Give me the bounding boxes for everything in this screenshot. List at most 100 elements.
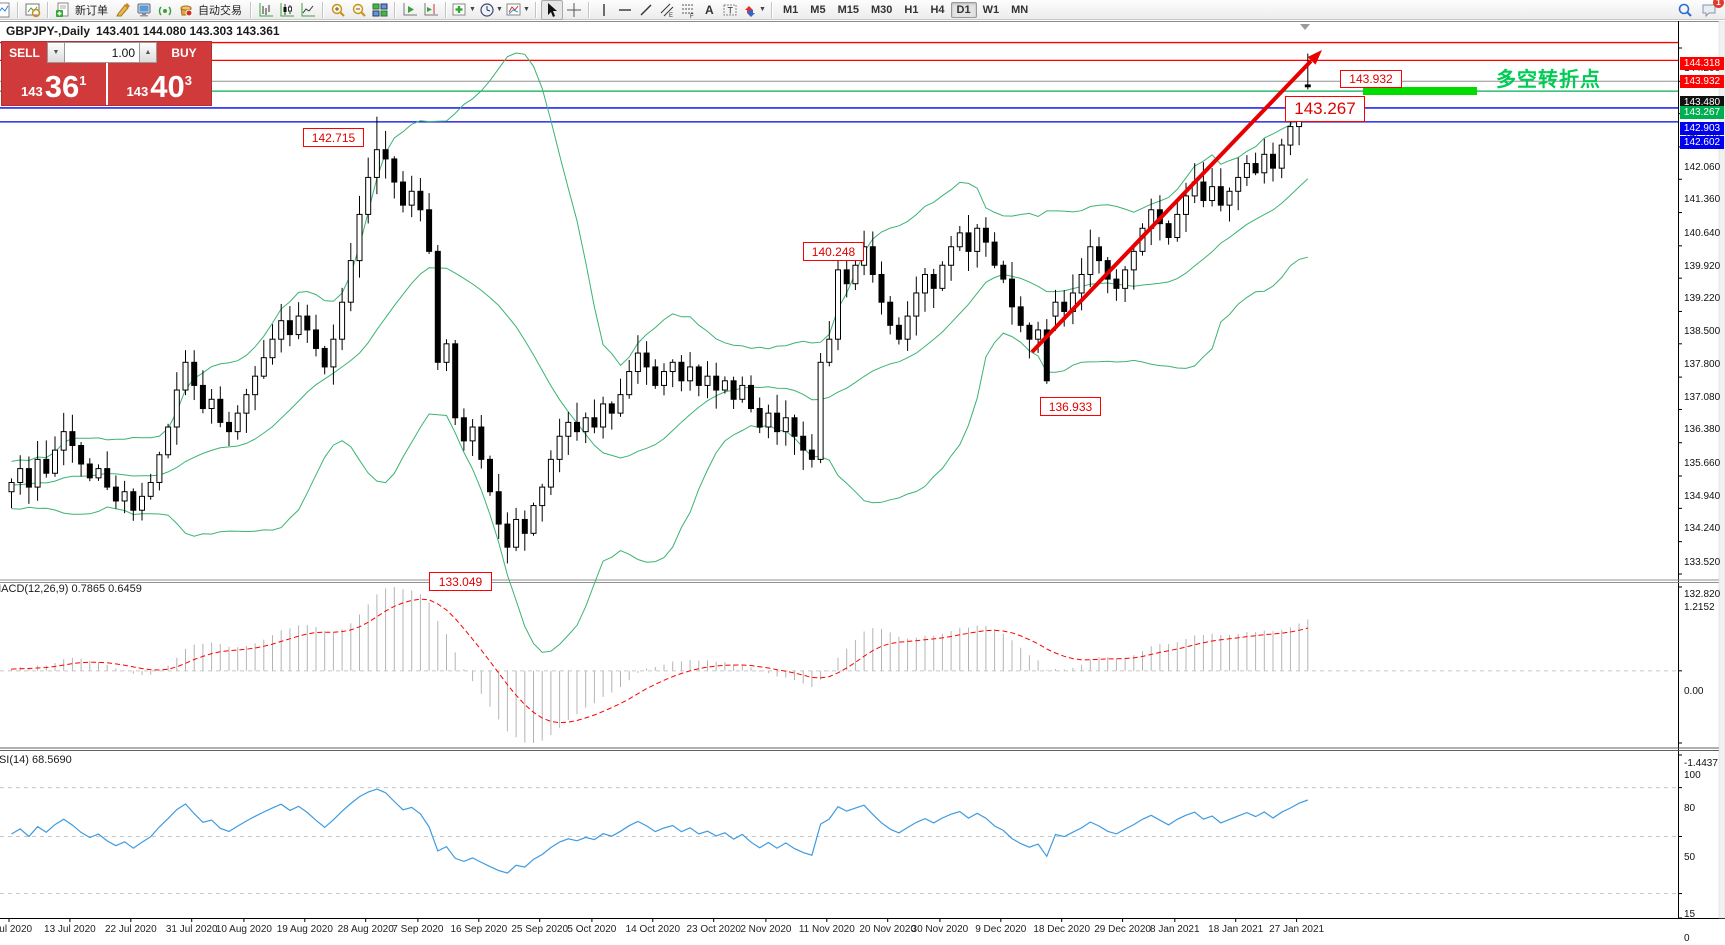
separator	[535, 1, 537, 18]
x-axis-date: 30 Nov 2020	[911, 924, 969, 935]
candle-body	[652, 366, 659, 386]
candle-body	[1035, 329, 1042, 340]
candle-body	[1026, 324, 1033, 340]
candle-body	[208, 398, 215, 410]
periods-icon[interactable]: ▼	[478, 1, 504, 19]
timeframe-w1[interactable]: W1	[982, 3, 1000, 16]
terminal-icon[interactable]	[134, 1, 154, 19]
candle-body	[1165, 223, 1172, 239]
bar-chart-icon[interactable]	[256, 1, 276, 19]
x-axis-date: 31 Jul 2020	[165, 924, 218, 935]
candle-body	[165, 426, 172, 456]
text-label-tool[interactable]: T	[720, 1, 740, 19]
tile-windows-icon[interactable]	[370, 1, 390, 19]
price-label[interactable]: 143.932	[1340, 70, 1402, 88]
line-chart-icon[interactable]	[298, 1, 318, 19]
price-label[interactable]: 143.267	[1285, 96, 1365, 122]
candle-body	[1052, 301, 1059, 317]
candle-body	[130, 491, 137, 511]
horizontal-line-tool[interactable]	[615, 1, 635, 19]
candle-body	[1183, 195, 1189, 215]
candle-body	[25, 468, 32, 488]
zoom-out-icon[interactable]	[349, 1, 369, 19]
x-axis-date: 19 Aug 2020	[276, 924, 333, 935]
chart-shift-icon[interactable]	[421, 1, 441, 19]
macd-axis-tick: 0.00	[1684, 685, 1704, 697]
timeframe-m5[interactable]: M5	[810, 3, 826, 16]
candle-body	[391, 158, 398, 183]
macd-signal	[11, 598, 1308, 724]
volume-increase-button[interactable]: ▲	[139, 42, 157, 63]
price-label[interactable]: 133.049	[429, 572, 492, 591]
x-axis-date: 23 Oct 2020	[686, 924, 741, 935]
candle-body	[60, 431, 67, 451]
signal-icon[interactable]	[155, 1, 175, 19]
candle-body	[974, 227, 981, 252]
candle-body	[1235, 176, 1242, 192]
timeframe-d1[interactable]: D1	[950, 1, 977, 18]
volume-decrease-button[interactable]: ▼	[47, 42, 65, 63]
y-axis-tick: 139.220	[1684, 293, 1721, 305]
candle-body	[913, 292, 920, 317]
trendline-tool[interactable]	[636, 1, 656, 19]
timeframe-m1[interactable]: M1	[783, 3, 799, 16]
price-label[interactable]: 142.715	[303, 128, 364, 147]
text-tool[interactable]: A	[699, 1, 719, 19]
timeframe-h4[interactable]: H4	[930, 3, 945, 16]
volume-input[interactable]: 1.00	[65, 42, 139, 63]
bid-price-button[interactable]: 143 36 1	[2, 63, 108, 105]
auto-scroll-icon[interactable]	[400, 1, 420, 19]
notification-badge: 1	[1713, 0, 1724, 8]
price-label[interactable]: 136.933	[1040, 397, 1101, 416]
chart-window-icon[interactable]	[23, 1, 43, 19]
ask-price-button[interactable]: 143 40 3	[108, 63, 212, 105]
vertical-line-tool[interactable]	[594, 1, 614, 19]
buy-button[interactable]: BUY	[171, 45, 197, 60]
timeframe-m15[interactable]: M15	[837, 3, 859, 16]
price-badge: 144.318	[1680, 57, 1724, 71]
timeframe-mn[interactable]: MN	[1011, 3, 1029, 16]
candle-body	[69, 431, 76, 447]
cursor-tool[interactable]	[541, 0, 563, 20]
chart-canvas[interactable]	[0, 21, 1725, 945]
candle-body	[1287, 126, 1294, 146]
candle-body	[704, 375, 711, 386]
templates-icon[interactable]: ▼	[505, 1, 531, 19]
y-axis-tick: 132.820	[1684, 588, 1721, 600]
candle-body	[199, 384, 206, 410]
candle-body	[513, 518, 520, 548]
arrows-tool[interactable]: ▼	[741, 1, 767, 19]
toolbar: 新订单 自动交易	[0, 0, 1725, 20]
candle-body	[417, 190, 424, 211]
annotation-text[interactable]: 多空转折点	[1496, 69, 1601, 91]
new-order-label[interactable]: 新订单	[75, 4, 108, 17]
autotrade-label[interactable]: 自动交易	[198, 4, 242, 17]
crayon-icon[interactable]	[113, 1, 133, 19]
timeframe-h1[interactable]: H1	[904, 3, 919, 16]
autotrade-icon[interactable]	[176, 1, 196, 19]
candle-body	[1087, 246, 1094, 275]
sell-button[interactable]: SELL	[9, 45, 40, 60]
candle-body	[234, 412, 241, 433]
candle-body	[495, 491, 502, 525]
equidistant-channel-tool[interactable]: E	[657, 1, 677, 19]
timeframe-m30[interactable]: M30	[870, 3, 893, 16]
candle-body	[1217, 186, 1224, 206]
chart-shift-marker[interactable]	[1300, 24, 1310, 30]
chart-area[interactable]: GBPJPY-,Daily 143.401 144.080 143.303 143…	[0, 21, 1725, 945]
fibonacci-tool[interactable]: F	[678, 1, 698, 19]
crosshair-tool[interactable]	[564, 1, 584, 19]
candle-body	[121, 491, 128, 502]
candle-body	[43, 458, 50, 474]
notifications-icon[interactable]: 1	[1699, 0, 1724, 19]
add-indicator-icon[interactable]: ▼	[451, 1, 477, 19]
profile-chart-icon[interactable]	[0, 1, 13, 19]
price-label[interactable]: 140.248	[803, 242, 864, 261]
zoom-in-icon[interactable]	[328, 1, 348, 19]
search-icon[interactable]	[1675, 1, 1695, 19]
candlestick-chart-icon[interactable]	[277, 1, 297, 19]
svg-text:A: A	[705, 3, 714, 17]
new-order-icon[interactable]	[53, 1, 73, 19]
candle-body	[800, 435, 807, 451]
y-axis-tick: 133.520	[1684, 556, 1721, 568]
